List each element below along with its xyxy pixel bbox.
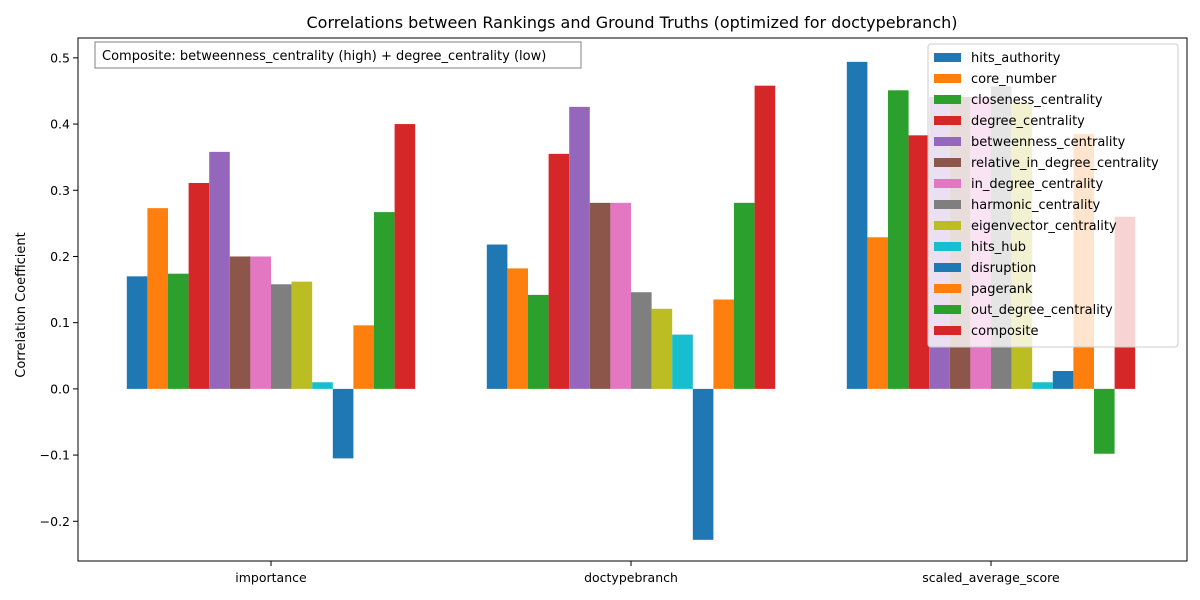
bar-betweenness_centrality-importance xyxy=(209,151,230,389)
bar-degree_centrality-scaled_average_score xyxy=(908,135,930,389)
x-tick-label-doctypebranch: doctypebranch xyxy=(584,570,678,585)
bar-hits_hub-doctypebranch xyxy=(672,334,693,389)
y-tick-label: 0.1 xyxy=(50,315,70,330)
bar-closeness_centrality-doctypebranch xyxy=(528,294,549,389)
annotation-border xyxy=(94,41,582,69)
bar-hits_hub-importance xyxy=(312,382,333,389)
legend-label-closeness_centrality: closeness_centrality xyxy=(971,93,1103,108)
bar-disruption-doctypebranch xyxy=(692,388,714,540)
legend-swatch-eigenvector_centrality xyxy=(934,221,961,230)
bar-degree_centrality-doctypebranch xyxy=(548,153,570,389)
bar-core_number-scaled_average_score xyxy=(867,237,888,389)
bar-disruption-importance xyxy=(332,388,354,459)
legend-label-pagerank: pagerank xyxy=(971,282,1033,297)
y-tick-label: −0.1 xyxy=(40,448,70,463)
legend-swatch-in_degree_centrality xyxy=(934,179,961,188)
bar-relative_in_degree_centrality-doctypebranch xyxy=(589,202,611,389)
legend-label-composite: composite xyxy=(971,324,1038,339)
legend-swatch-degree_centrality xyxy=(934,116,961,125)
bar-core_number-importance xyxy=(147,208,168,389)
legend-swatch-relative_in_degree_centrality xyxy=(934,158,961,167)
y-tick-label: −0.2 xyxy=(40,514,70,529)
y-tick-label: 0.4 xyxy=(50,117,70,132)
bar-hits_authority-importance xyxy=(126,276,148,389)
legend-swatch-composite xyxy=(934,326,961,335)
legend-label-in_degree_centrality: in_degree_centrality xyxy=(971,177,1104,192)
bar-pagerank-importance xyxy=(353,325,374,389)
y-tick-label: 0.5 xyxy=(50,50,70,65)
legend-swatch-hits_hub xyxy=(934,242,961,251)
bar-disruption-scaled_average_score xyxy=(1052,371,1074,389)
legend-label-harmonic_centrality: harmonic_centrality xyxy=(971,198,1101,213)
bar-out_degree_centrality-importance xyxy=(374,212,395,389)
axes-frame xyxy=(77,37,1188,562)
legend-label-out_degree_centrality: out_degree_centrality xyxy=(971,303,1113,318)
y-axis-label: Correlation Coefficient xyxy=(14,232,29,378)
bar-betweenness_centrality-doctypebranch xyxy=(569,106,590,389)
y-tick-label: 0.2 xyxy=(50,249,70,264)
bar-eigenvector_centrality-importance xyxy=(291,281,313,389)
bar-closeness_centrality-importance xyxy=(168,273,189,389)
bar-harmonic_centrality-importance xyxy=(271,284,292,389)
bar-hits_authority-doctypebranch xyxy=(486,244,508,389)
x-tick-label-scaled_average_score: scaled_average_score xyxy=(922,570,1060,585)
bar-hits_hub-scaled_average_score xyxy=(1032,382,1053,389)
annotation-box: Composite: betweenness_centrality (high)… xyxy=(94,41,582,69)
bar-out_degree_centrality-scaled_average_score xyxy=(1094,388,1115,454)
bar-closeness_centrality-scaled_average_score xyxy=(888,90,909,389)
legend-label-degree_centrality: degree_centrality xyxy=(971,114,1085,129)
legend-label-core_number: core_number xyxy=(971,72,1057,87)
x-tick-label-importance: importance xyxy=(235,570,307,585)
legend-swatch-hits_authority xyxy=(934,53,961,62)
bar-in_degree_centrality-doctypebranch xyxy=(610,202,631,389)
legend-label-hits_hub: hits_hub xyxy=(971,240,1026,255)
legend-swatch-disruption xyxy=(934,263,961,272)
legend-swatch-harmonic_centrality xyxy=(934,200,961,209)
legend-label-relative_in_degree_centrality: relative_in_degree_centrality xyxy=(971,156,1159,171)
legend-swatch-out_degree_centrality xyxy=(934,305,961,314)
annotation-text: Composite: betweenness_centrality (high)… xyxy=(102,49,546,64)
bar-relative_in_degree_centrality-importance xyxy=(229,256,251,389)
bar-pagerank-doctypebranch xyxy=(713,299,734,389)
y-tick-label: 0.3 xyxy=(50,183,70,198)
legend-swatch-betweenness_centrality xyxy=(934,137,961,146)
bar-core_number-doctypebranch xyxy=(507,268,528,389)
bar-hits_authority-scaled_average_score xyxy=(846,61,868,389)
axes-group: −0.2 −0.1 0.0 0.1 0.2 0.3 0.4 0.5 importance doct… xyxy=(40,37,1188,585)
bar-composite-importance xyxy=(394,124,416,389)
bar-degree_centrality-importance xyxy=(188,182,210,389)
legend-frame xyxy=(927,43,1179,348)
bar-harmonic_centrality-doctypebranch xyxy=(631,292,652,389)
chart-title: Correlations between Rankings and Ground… xyxy=(306,13,957,32)
bar-in_degree_centrality-importance xyxy=(250,256,271,389)
legend: hits_authority core_number closeness_centr… xyxy=(927,43,1179,348)
legend-label-eigenvector_centrality: eigenvector_centrality xyxy=(971,219,1117,234)
legend-label-disruption: disruption xyxy=(971,261,1036,276)
bar-out_degree_centrality-doctypebranch xyxy=(734,202,755,389)
legend-swatch-pagerank xyxy=(934,284,961,293)
legend-label-betweenness_centrality: betweenness_centrality xyxy=(971,135,1126,150)
legend-swatch-core_number xyxy=(934,74,961,83)
bar-eigenvector_centrality-doctypebranch xyxy=(651,308,673,389)
legend-label-hits_authority: hits_authority xyxy=(971,51,1061,66)
legend-swatch-closeness_centrality xyxy=(934,95,961,104)
bar-composite-doctypebranch xyxy=(754,85,776,389)
y-tick-label: 0.0 xyxy=(50,381,70,396)
